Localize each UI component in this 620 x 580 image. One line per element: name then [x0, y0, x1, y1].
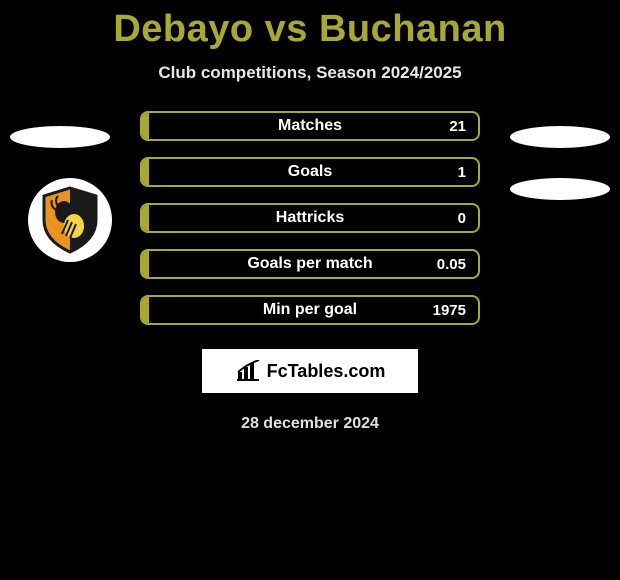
stat-row: Goals 1: [140, 157, 480, 187]
page-subtitle: Club competitions, Season 2024/2025: [0, 63, 620, 83]
stat-value: 21: [449, 118, 466, 135]
stat-fill: [142, 113, 149, 139]
stat-fill: [142, 251, 149, 277]
club-badge: [28, 178, 112, 262]
page-title: Debayo vs Buchanan: [0, 0, 620, 51]
attribution-logo: FcTables.com: [202, 349, 418, 393]
player-marker-right-1: [510, 126, 610, 148]
stat-value: 1975: [433, 302, 466, 319]
stat-row: Goals per match 0.05: [140, 249, 480, 279]
player-marker-left: [10, 126, 110, 148]
player-marker-right-2: [510, 178, 610, 200]
stat-row: Min per goal 1975: [140, 295, 480, 325]
stat-label: Goals: [288, 163, 332, 181]
stat-fill: [142, 205, 149, 231]
stat-label: Goals per match: [247, 255, 372, 273]
stat-fill: [142, 159, 149, 185]
bar-chart-icon: [235, 360, 261, 382]
stat-value: 1: [458, 164, 466, 181]
date-label: 28 december 2024: [0, 415, 620, 433]
stat-value: 0.05: [437, 256, 466, 273]
stat-row: Matches 21: [140, 111, 480, 141]
stat-row: Hattricks 0: [140, 203, 480, 233]
stat-value: 0: [458, 210, 466, 227]
attribution-text: FcTables.com: [267, 361, 386, 382]
shield-icon: [40, 186, 100, 254]
stat-fill: [142, 297, 149, 323]
stat-label: Min per goal: [263, 301, 357, 319]
stat-label: Matches: [278, 117, 342, 135]
stat-label: Hattricks: [276, 209, 344, 227]
